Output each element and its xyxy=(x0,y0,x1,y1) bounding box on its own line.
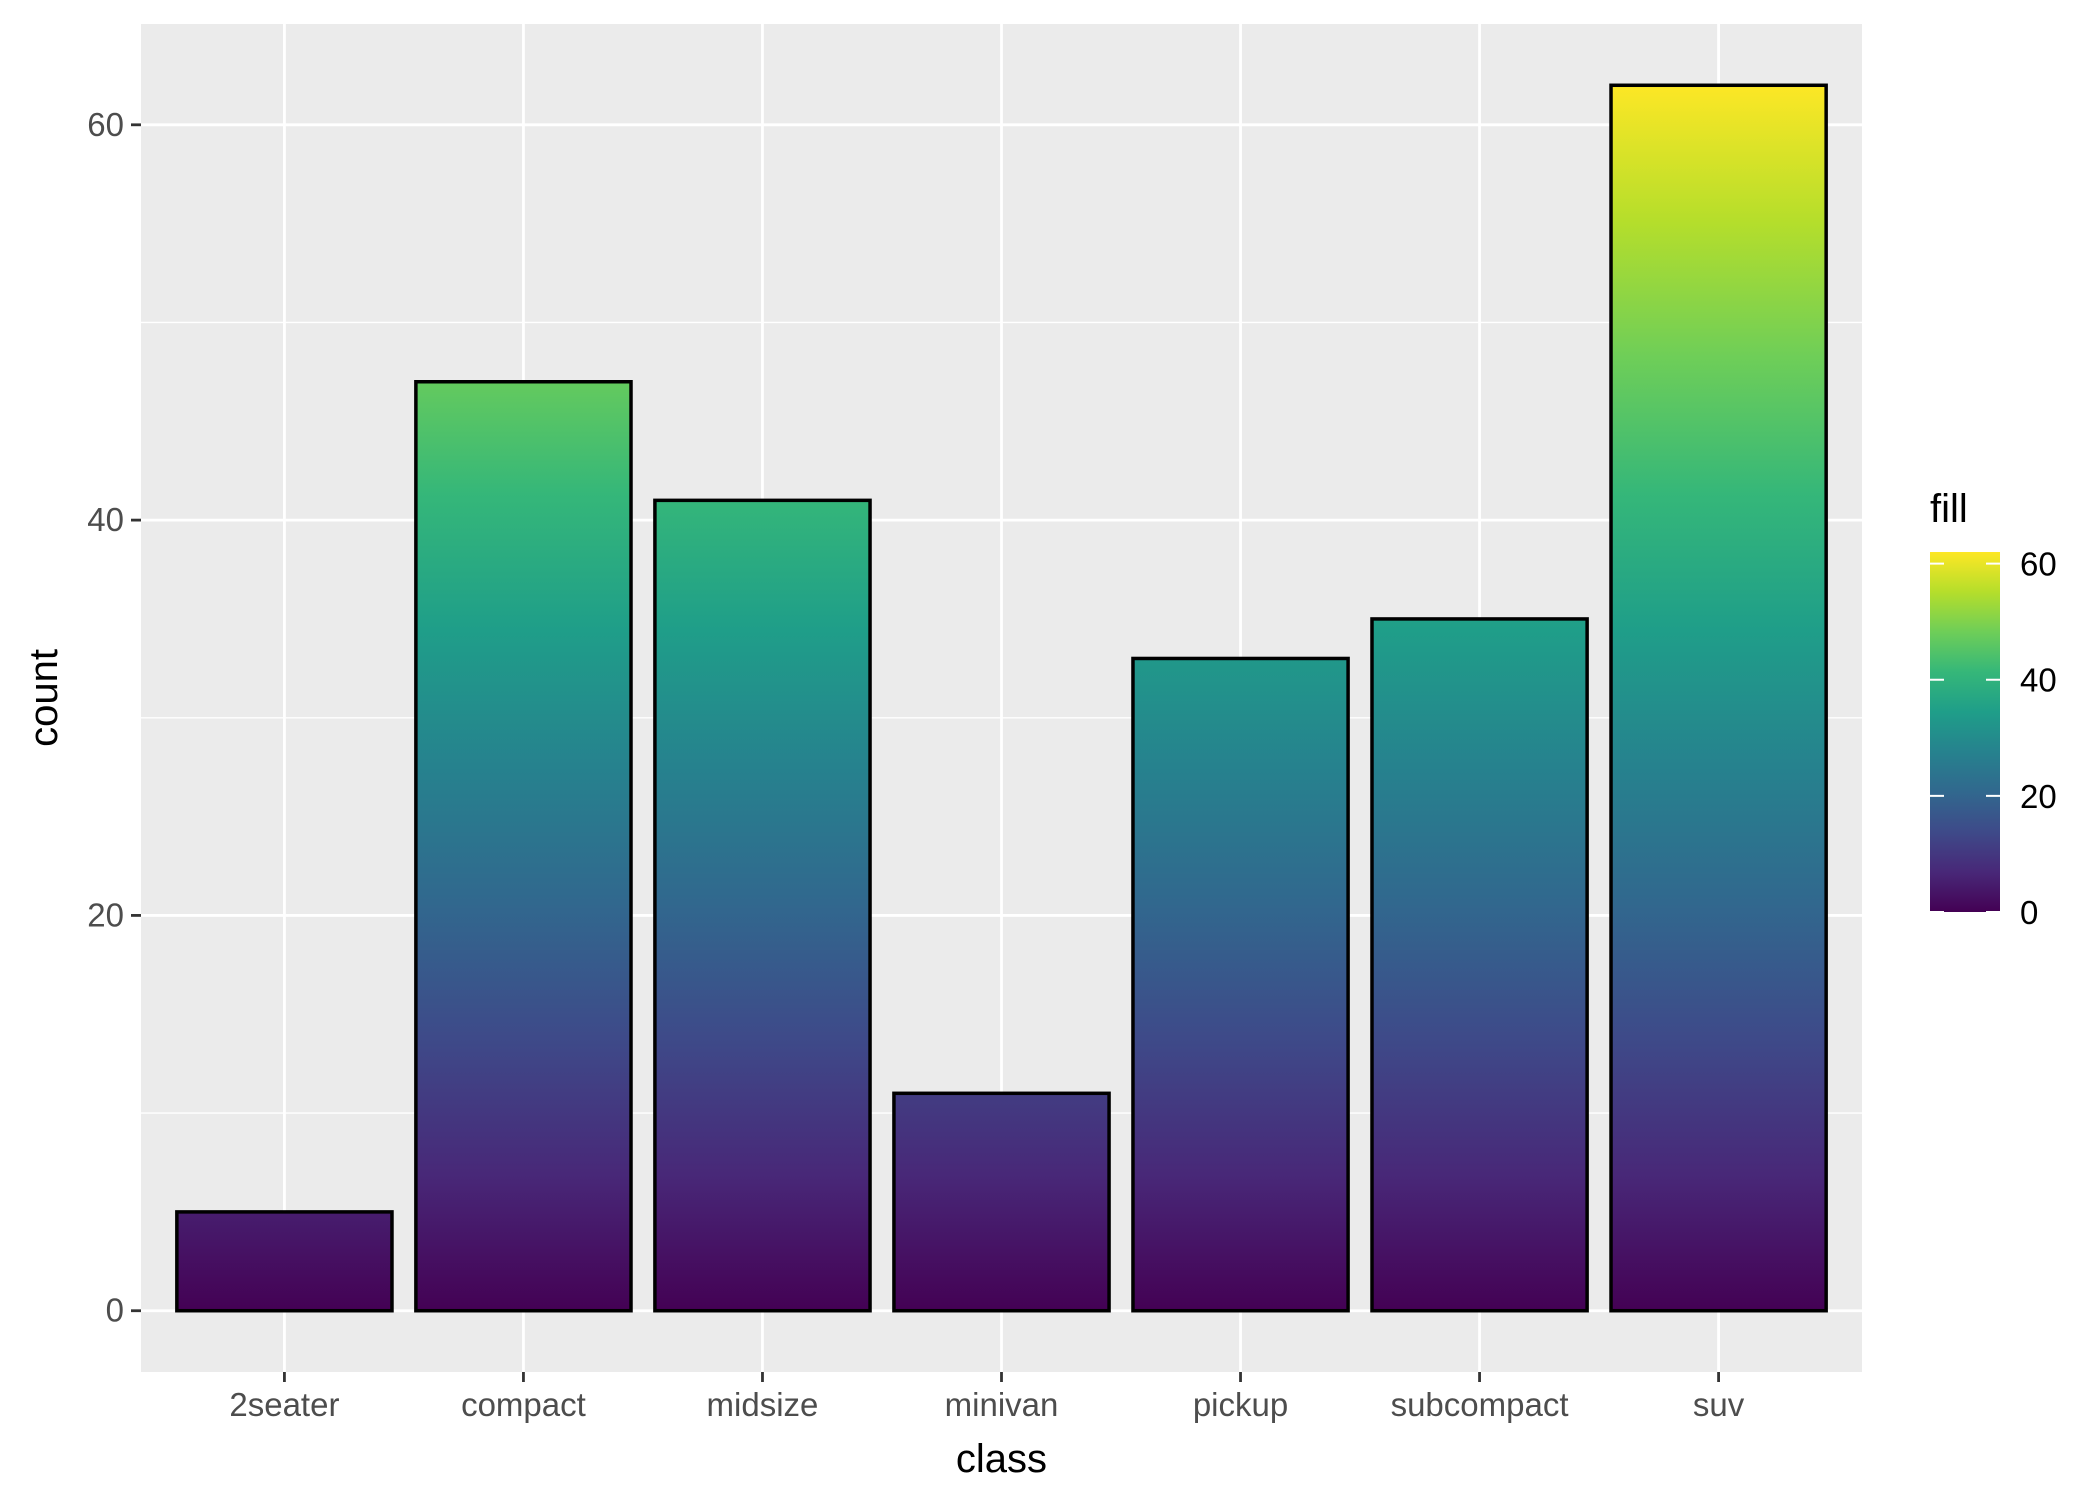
axes: 0 20 40 60 2seater compact midsize minivan picku… xyxy=(87,106,1744,1423)
x-tick-label: subcompact xyxy=(1391,1386,1569,1423)
legend: fill 0 20 40 60 xyxy=(1930,487,2057,931)
bar-subcompact xyxy=(1370,617,1589,1313)
x-tick-label: suv xyxy=(1693,1386,1745,1423)
legend-tick-label: 60 xyxy=(2020,546,2057,583)
x-tick-label: pickup xyxy=(1193,1386,1288,1423)
x-tick-label: compact xyxy=(461,1386,586,1423)
y-tick-label: 60 xyxy=(87,106,124,143)
x-tick-label: minivan xyxy=(945,1386,1059,1423)
legend-tick-label: 0 xyxy=(2020,894,2038,931)
bar-suv xyxy=(1609,83,1828,1313)
y-tick-label: 20 xyxy=(87,896,124,933)
bar-minivan xyxy=(892,1091,1111,1313)
legend-tick-label: 40 xyxy=(2020,662,2057,699)
x-axis-title: class xyxy=(956,1437,1047,1481)
x-tick-label: midsize xyxy=(707,1386,819,1423)
legend-title: fill xyxy=(1930,487,1968,531)
legend-tick-label: 20 xyxy=(2020,778,2057,815)
bars xyxy=(175,83,1828,1313)
bar-pickup xyxy=(1131,656,1350,1313)
y-axis-title: count xyxy=(22,649,66,747)
bar-compact xyxy=(414,380,633,1313)
y-tick-label: 0 xyxy=(106,1292,124,1329)
y-tick-label: 40 xyxy=(87,501,124,538)
x-tick-label: 2seater xyxy=(229,1386,339,1423)
legend-colorbar xyxy=(1930,552,2000,912)
bar-midsize xyxy=(653,498,872,1313)
bar-2seater xyxy=(175,1210,394,1313)
